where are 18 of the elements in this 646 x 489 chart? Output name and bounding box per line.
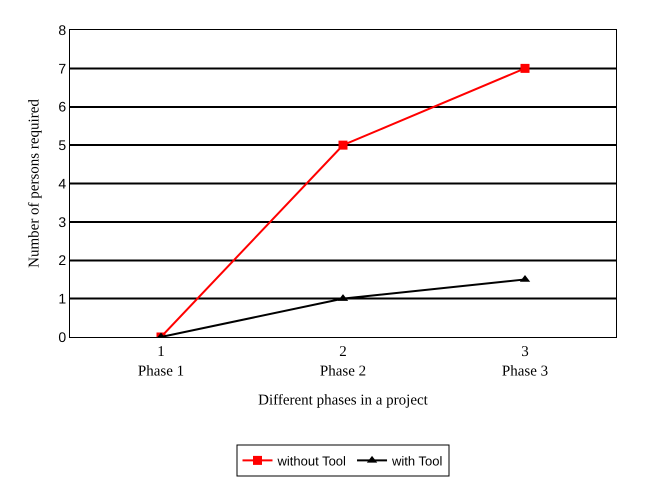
y-tick-label: 2 bbox=[58, 252, 66, 268]
legend-label: with Tool bbox=[391, 453, 442, 468]
point bbox=[338, 140, 348, 150]
y-tick-label: 3 bbox=[58, 214, 66, 230]
y-tick-label: 8 bbox=[58, 22, 66, 38]
y-tick-label: 5 bbox=[58, 137, 66, 154]
y-tick-label: 1 bbox=[58, 290, 66, 307]
legend-label: without Tool bbox=[276, 453, 346, 468]
y-tick-label: 0 bbox=[58, 328, 66, 345]
y-tick-label: 7 bbox=[58, 60, 66, 76]
y-tick-label: 4 bbox=[58, 175, 66, 192]
y-tick-label: 6 bbox=[58, 98, 66, 115]
x-tick-label: 3 Phase 3 bbox=[502, 344, 548, 380]
x-axis-title: Different phases in a project bbox=[258, 392, 429, 408]
x-tick-label: 2 Phase 2 bbox=[320, 344, 366, 380]
y-axis-title: Number of persons required bbox=[26, 98, 43, 268]
x-tick-label: 1 Phase 1 bbox=[138, 344, 184, 380]
point bbox=[520, 64, 530, 73]
